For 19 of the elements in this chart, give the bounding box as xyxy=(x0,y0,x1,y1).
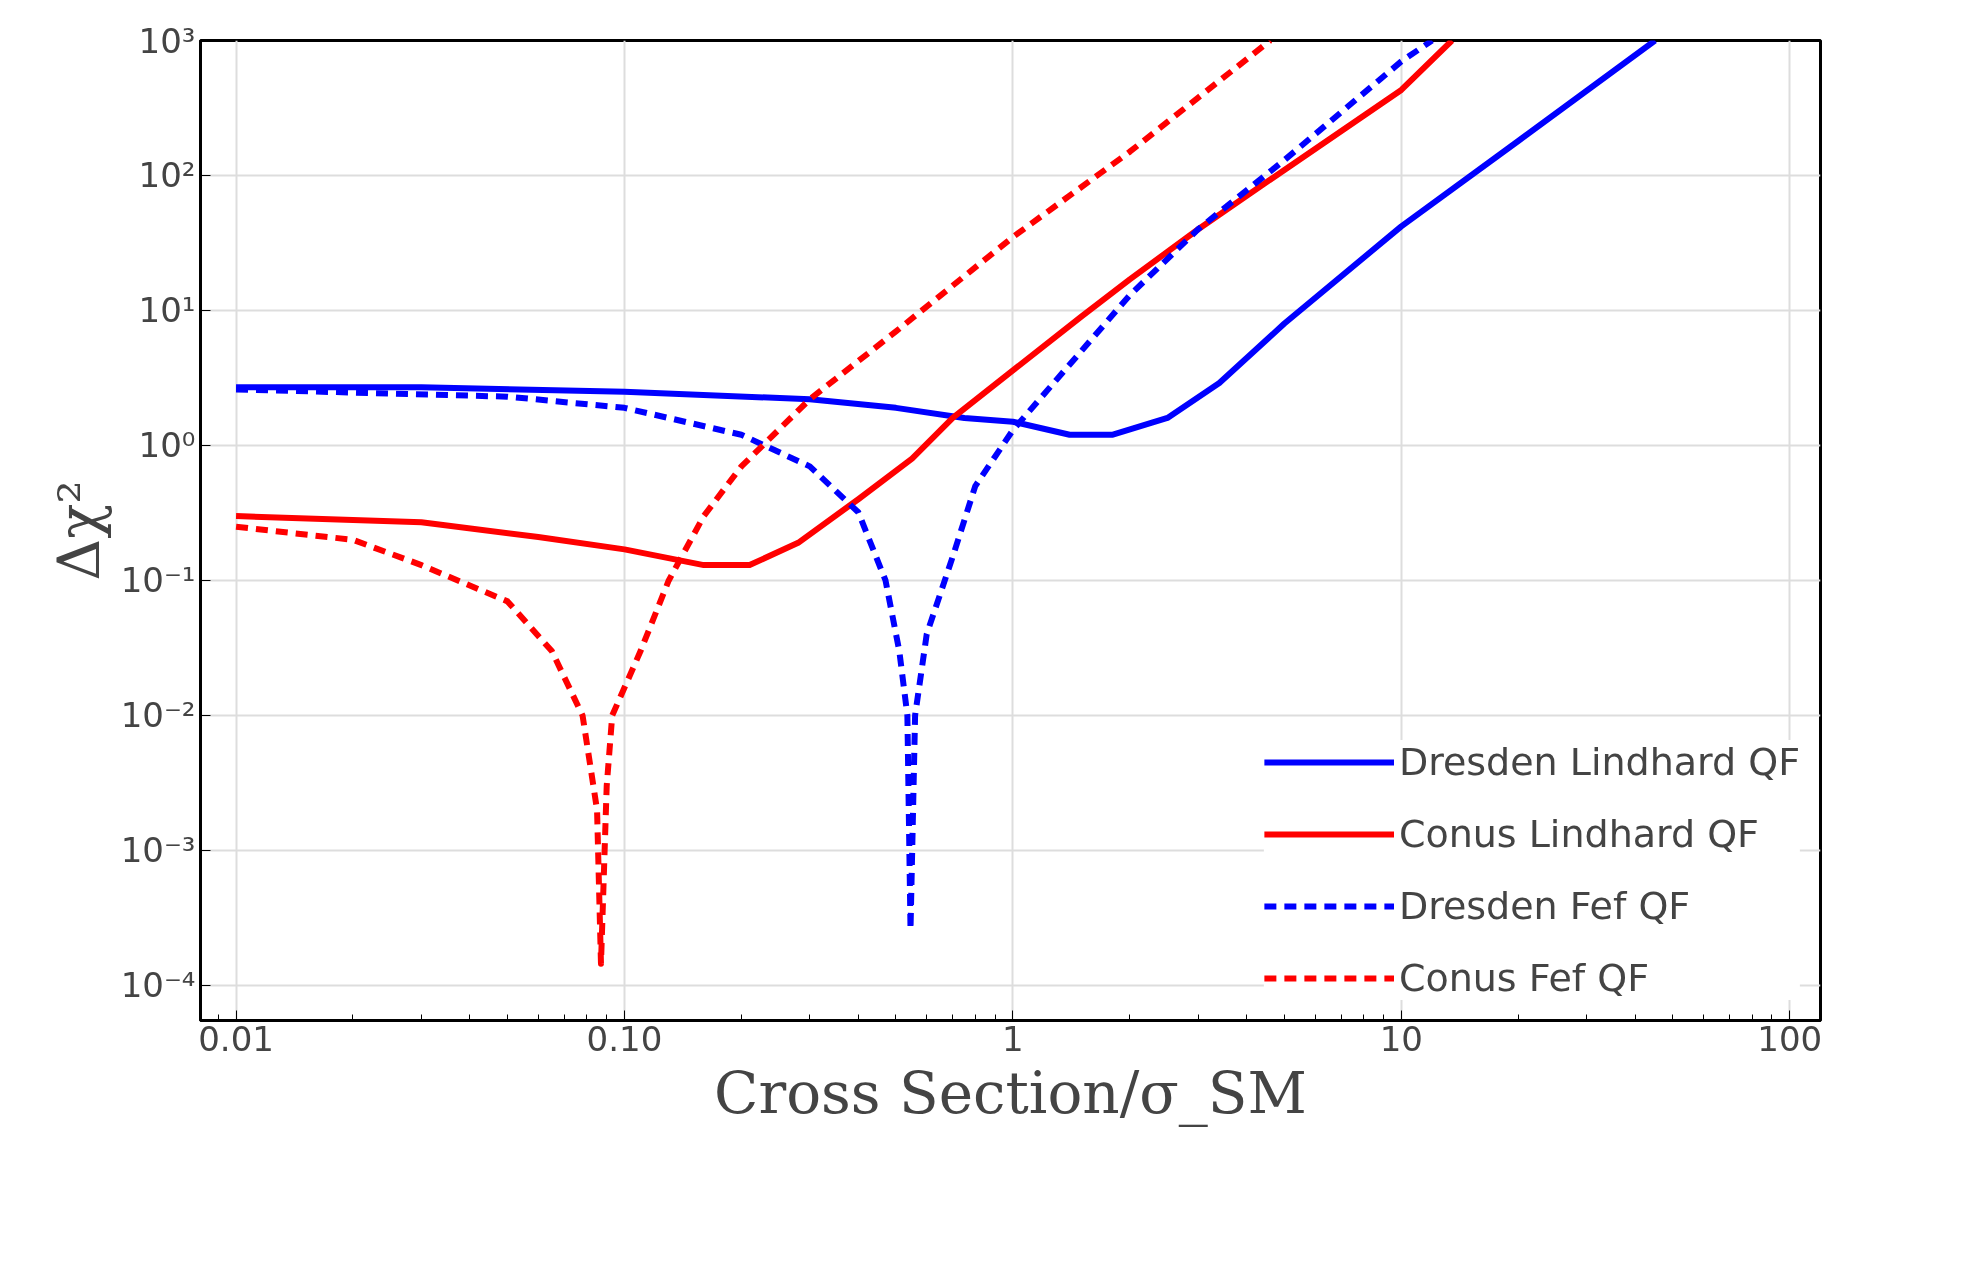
legend-label: Conus Lindhard QF xyxy=(1398,812,1759,856)
y-tick-label: 10² xyxy=(138,155,196,196)
y-axis-title: Δχ² xyxy=(44,480,113,581)
y-tick-label: 10⁻² xyxy=(120,695,196,736)
y-tick-label: 10¹ xyxy=(138,290,196,331)
y-tick-label: 10⁻³ xyxy=(120,830,196,871)
y-tick-label: 10³ xyxy=(138,20,196,61)
x-tick-label: 100 xyxy=(1757,1018,1823,1059)
x-axis-title: Cross Section/σ_SM xyxy=(714,1058,1307,1127)
x-tick-label: 0.10 xyxy=(586,1018,663,1059)
y-tick-label: 10⁻¹ xyxy=(120,560,196,601)
x-tick-label: 0.01 xyxy=(198,1018,274,1059)
y-tick-label: 10⁰ xyxy=(138,425,196,466)
legend-label: Dresden Lindhard QF xyxy=(1398,740,1800,784)
y-tick-label: 10⁻⁴ xyxy=(120,965,196,1006)
x-tick-label: 1 xyxy=(1002,1018,1024,1059)
x-tick-label: 10 xyxy=(1379,1018,1423,1059)
legend-label: Conus Fef QF xyxy=(1398,956,1650,1000)
legend-label: Dresden Fef QF xyxy=(1398,884,1691,928)
